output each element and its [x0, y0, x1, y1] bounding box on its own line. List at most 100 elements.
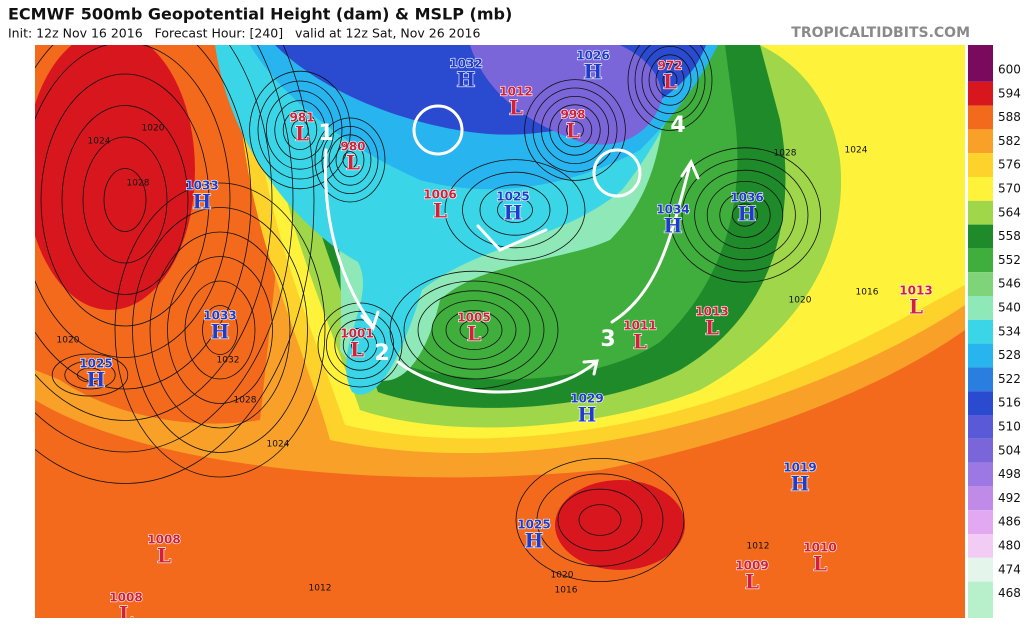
isobar [417, 290, 531, 370]
colorbar-cell [968, 45, 993, 82]
isobar [114, 182, 326, 478]
pressure-center: L [566, 119, 580, 143]
pressure-center: H [791, 472, 810, 496]
isobar-label: 1028 [234, 396, 257, 406]
isobar [431, 300, 517, 360]
pressure-center: L [119, 602, 133, 626]
pressure-center: H [584, 60, 603, 84]
pressure-center: L [909, 295, 923, 319]
pressure-value: 980 [340, 140, 365, 154]
pressure-value: 1029 [570, 392, 603, 406]
isobar [351, 336, 369, 354]
pressure-center: H [211, 320, 230, 344]
site-name: TROPICALTIDBITS.COM [791, 25, 970, 41]
colorbar-label: 480 [998, 539, 1021, 553]
pressure-value: 1008 [109, 591, 142, 605]
arrow [610, 163, 692, 324]
colorbar-label: 570 [998, 182, 1021, 196]
annotation-number: 3 [600, 327, 615, 352]
pressure-value: 1033 [185, 179, 218, 193]
pressure-center: H [525, 529, 544, 553]
colorbar-cell [968, 248, 993, 273]
isobar [61, 105, 189, 295]
isobar-label: 1032 [217, 356, 240, 366]
isobar-label: 1012 [747, 542, 770, 552]
isobar [445, 309, 503, 350]
pressure-center: H [504, 201, 523, 225]
colorbar-cell [968, 462, 993, 487]
pressure-value: 1026 [576, 49, 609, 63]
arrowhead [582, 359, 599, 376]
pressure-center: H [578, 403, 597, 427]
colorbar-label: 594 [998, 86, 1021, 100]
colorbar-cell [968, 391, 993, 415]
pressure-value: 1001 [340, 327, 373, 341]
colorbar-label: 534 [998, 324, 1021, 338]
pressure-center: L [295, 122, 309, 146]
pressure-center: L [663, 70, 677, 94]
isobar [282, 110, 318, 151]
pressure-center: H [193, 190, 212, 214]
colorbar: 600 594 588 582 576 570 564 558 552 546 540 534 528 5… [968, 45, 1021, 618]
colorbar-label: 588 [998, 110, 1021, 124]
isobar [35, 45, 231, 358]
isobar-label: 1020 [551, 571, 574, 581]
isobar [77, 367, 104, 383]
isobar-label: 1020 [789, 296, 812, 306]
isobar-label: 1024 [845, 146, 868, 156]
isobar [167, 256, 273, 404]
isobar [291, 119, 309, 141]
colorbar-label: 522 [998, 372, 1021, 386]
colorbar-label: 552 [998, 253, 1021, 267]
colorbar-cell [968, 177, 993, 201]
isobar [648, 54, 692, 106]
isobar-label: 1028 [127, 179, 150, 189]
pressure-value: 1008 [147, 533, 180, 547]
pressure-center: L [346, 151, 360, 175]
isobar [149, 231, 291, 429]
pressure-center: H [664, 214, 683, 238]
isobar [719, 192, 771, 238]
isobar [641, 46, 699, 114]
pressure-value: 1009 [735, 559, 768, 573]
pressure-center: L [433, 199, 447, 223]
pressure-value: 1006 [423, 188, 456, 202]
isobar-label: 1016 [555, 586, 578, 596]
isobar [342, 327, 378, 363]
pressure-value: 1010 [803, 541, 836, 555]
trough-mark [476, 224, 548, 252]
isobar [655, 62, 685, 98]
isobar-label: 1016 [856, 288, 879, 298]
colorbar-cell [968, 319, 993, 344]
colorbar-label: 516 [998, 396, 1021, 410]
arrow [323, 148, 374, 327]
colorbar-cell [968, 81, 993, 106]
isobar-label: 1024 [88, 137, 111, 147]
isobar [35, 45, 294, 453]
pressure-center: H [738, 202, 757, 226]
isobar [694, 169, 796, 261]
colorbar-cell [968, 105, 993, 130]
pressure-center: H [87, 368, 106, 392]
isobar [524, 79, 626, 181]
annotation-number: 2 [374, 341, 389, 366]
pressure-value: 1025 [517, 518, 550, 532]
pressure-center: L [705, 316, 719, 340]
colorbar-label: 546 [998, 277, 1021, 291]
pressure-value: 1025 [496, 190, 529, 204]
colorbar-cell [968, 224, 993, 249]
pressure-value: 1012 [499, 85, 532, 99]
arrowhead [680, 158, 700, 180]
colorbar-cell [968, 296, 993, 320]
pressure-center: L [745, 570, 759, 594]
colorbar-cell [968, 367, 993, 392]
isobar [462, 171, 568, 249]
arrow [396, 360, 598, 394]
isobar [265, 90, 334, 170]
pressure-value: 1013 [899, 284, 932, 298]
colorbar-cell [968, 534, 993, 558]
colorbar-cell [968, 153, 993, 177]
isobar [479, 184, 551, 236]
pressure-value: 981 [289, 111, 314, 125]
